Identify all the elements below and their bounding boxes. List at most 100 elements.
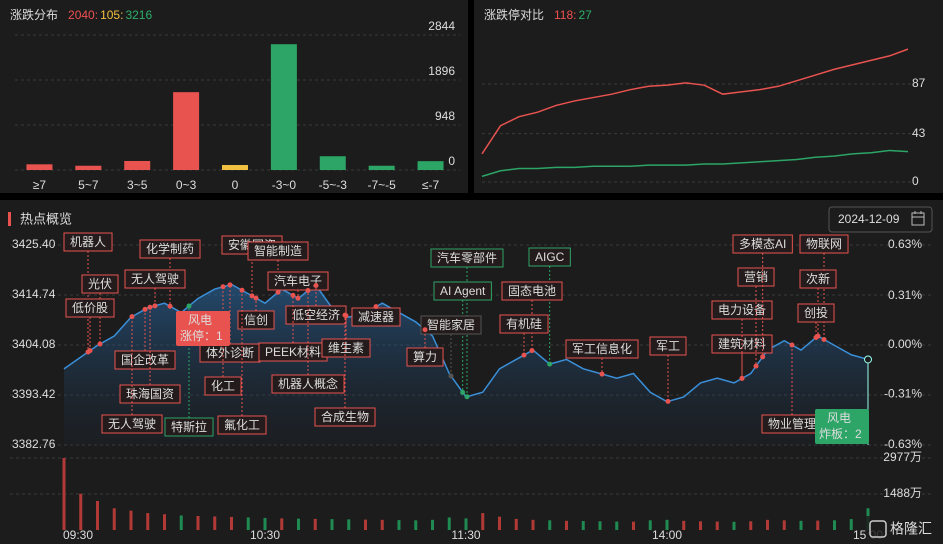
hotspot-tag[interactable]: PEEK材料 [258, 342, 328, 362]
hotspot-tag[interactable]: 电力设备 [711, 300, 773, 320]
tag-dot [152, 303, 158, 309]
volume-bar [682, 520, 686, 530]
tag-label: 营销 [744, 270, 768, 284]
popup-label: 涨停：1 [180, 328, 223, 343]
summary-count: 2040 [68, 8, 95, 22]
hotspot-tag[interactable]: 维生素 [321, 338, 371, 358]
hotspot-tag[interactable]: 珠海国资 [119, 384, 181, 404]
tag-label: 固态电池 [508, 284, 556, 298]
hotspot-tag[interactable]: 低空经济 [285, 305, 347, 325]
bar [222, 165, 248, 170]
hotspot-tag[interactable]: AIGC [528, 247, 571, 267]
hotspot-tag[interactable]: 化学制药 [139, 239, 201, 259]
tag-dot [460, 389, 466, 395]
x-tick-label: 0 [232, 178, 239, 192]
tags: 机器人化学制药安徽国资智能制造光伏无人驾驶低价股汽车电子信创低空经济减速器体外诊… [63, 232, 849, 437]
x-tick-label: 10:30 [250, 528, 280, 542]
hotspot-tag[interactable]: 次新 [799, 269, 837, 289]
hotspot-tag[interactable]: 固态电池 [501, 281, 563, 301]
tag-label: 信创 [244, 313, 268, 327]
tag-label: 化学制药 [146, 241, 194, 256]
tag-dot [253, 295, 259, 301]
bar [173, 92, 200, 170]
hotspot-tag[interactable]: 无人驾驶 [101, 414, 163, 434]
hotspot-tag[interactable]: 低价股 [65, 298, 115, 318]
volume-bar [464, 518, 468, 530]
x-tick-label: -7~-5 [367, 178, 396, 192]
date-picker[interactable] [828, 206, 933, 233]
hotspot-tag[interactable]: 国企改革 [114, 350, 176, 370]
volume-bar [347, 519, 351, 530]
y-tick-label: 1896 [428, 64, 455, 78]
volume-bar [414, 520, 418, 530]
hotspot-tag[interactable]: 军工信息化 [565, 339, 639, 359]
tag-dot [97, 341, 103, 347]
hotspot-tag[interactable]: 智能制造 [247, 241, 309, 261]
tag-dot [87, 348, 93, 354]
hotspot-tag[interactable]: 合成生物 [314, 407, 376, 427]
hotspot-tag[interactable]: 无人驾驶 [124, 269, 186, 289]
tag-label: 氟化工 [224, 418, 260, 432]
tag-label: 合成生物 [321, 409, 369, 424]
volume-bar [230, 516, 233, 530]
y-tick-label: 87 [912, 76, 926, 90]
tag-label: 低空经济 [292, 307, 340, 322]
hotspot-tag[interactable]: 化工 [204, 376, 242, 396]
hotspot-tag[interactable]: 军工 [649, 336, 687, 356]
tag-dot [547, 361, 553, 367]
tag-label: 电力设备 [718, 303, 766, 317]
tag-dot [186, 303, 192, 309]
hotspot-tag[interactable]: 营销 [737, 267, 775, 287]
hotspot-tag[interactable]: AI Agent [433, 281, 492, 301]
hotspot-tag[interactable]: 多模态AI [732, 234, 793, 254]
hotspot-tag[interactable]: 光伏 [81, 274, 119, 294]
volume-bar [447, 517, 451, 530]
volume-bar [699, 521, 702, 530]
hotspot-tag[interactable]: 有机硅 [499, 314, 549, 334]
y-tick-label: 43 [912, 126, 926, 140]
tag-label: 次新 [806, 271, 830, 286]
hotspot-tag[interactable]: 特斯拉 [164, 417, 214, 437]
hotspot-tag[interactable]: 汽车电子 [267, 271, 329, 291]
hotspot-tag[interactable]: 信创 [237, 310, 275, 330]
tag-label: PEEK材料 [265, 345, 321, 359]
hotspot-tag[interactable]: 减速器 [351, 307, 401, 327]
tag-label: 国企改革 [121, 352, 169, 367]
tag-label: 多模态AI [739, 237, 786, 251]
summary-count: 3216 [125, 8, 152, 22]
volume-bar [598, 521, 602, 530]
volume-bar [62, 458, 66, 530]
tag-label: AI Agent [440, 284, 486, 298]
tag-dot [129, 314, 135, 320]
hotspot-tag[interactable]: 创投 [797, 303, 835, 323]
volume-tick-label: 2977万 [883, 450, 922, 464]
hotspot-tag[interactable]: 机器人 [63, 232, 113, 252]
popup-label: 炸板：2 [819, 427, 862, 441]
hotspot-tag[interactable]: 算力 [406, 347, 444, 367]
tag-label: 机器人概念 [278, 376, 338, 391]
x-tick-label: 09:30 [63, 528, 93, 542]
x-tick-label: ≤-7 [422, 178, 440, 192]
calendar-icon [911, 211, 925, 226]
popup-box [815, 409, 869, 444]
tag-dot [753, 363, 759, 369]
volume-tick-label: 1488万 [883, 486, 922, 500]
tag-dot [821, 336, 827, 342]
hotspot-tag[interactable]: 体外诊断 [199, 343, 261, 363]
x-tick-label: ≥7 [33, 178, 47, 192]
hotspot-tag[interactable]: 物联网 [799, 234, 849, 254]
volume-bar [431, 519, 434, 530]
volume-bar [531, 519, 535, 530]
hotspot-tag[interactable]: 智能家居 [420, 315, 482, 335]
hotspot-tag[interactable]: 机器人概念 [271, 374, 345, 394]
tag-label: 特斯拉 [171, 419, 207, 434]
y-tick-label: 0 [448, 154, 455, 168]
volume-bar [146, 513, 150, 530]
hotspot-tag[interactable]: 物业管理 [761, 414, 823, 434]
hotspot-tag[interactable]: 汽车零部件 [430, 248, 504, 268]
tag-dot [142, 306, 148, 312]
panel [0, 0, 468, 193]
hotspot-tag[interactable]: 氟化工 [217, 415, 267, 435]
tag-dot [313, 282, 319, 288]
